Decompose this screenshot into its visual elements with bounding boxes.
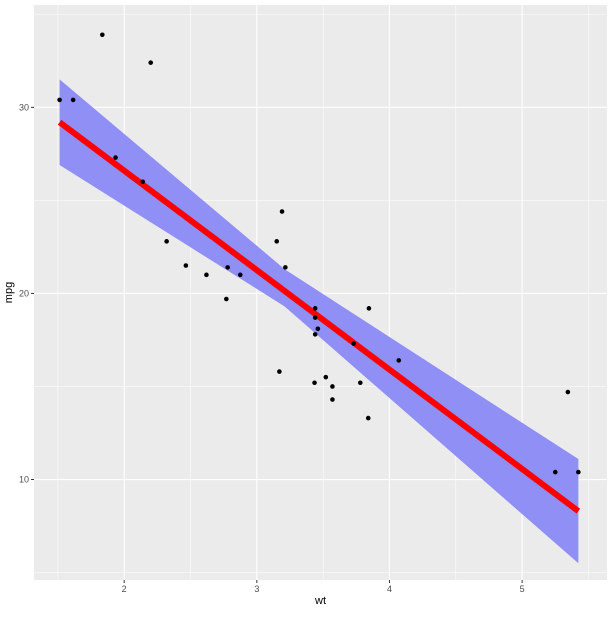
data-point (277, 369, 282, 374)
data-point (237, 272, 243, 278)
data-points (57, 32, 581, 475)
y-tick-label: 10 (19, 475, 29, 485)
data-point (283, 265, 288, 270)
data-point (330, 384, 335, 389)
x-tick-label: 4 (387, 584, 392, 594)
data-point (312, 380, 317, 386)
data-point (357, 380, 363, 386)
data-point (274, 239, 280, 244)
data-point (100, 32, 105, 38)
x-tick-label: 5 (520, 584, 525, 594)
data-point (576, 469, 581, 475)
data-point (315, 326, 321, 332)
x-tick-label: 2 (122, 584, 127, 594)
data-point (164, 239, 169, 244)
data-point (366, 306, 372, 311)
data-point (140, 179, 146, 185)
data-point (224, 296, 229, 302)
x-axis-title: wt (314, 595, 326, 607)
data-point (183, 263, 189, 268)
data-point (552, 469, 558, 475)
y-tick-label: 30 (19, 102, 29, 112)
data-point (204, 272, 209, 278)
data-point (351, 341, 356, 346)
y-axis-ticks: 10 20 30 (19, 102, 34, 485)
data-point (57, 97, 62, 103)
data-point (225, 265, 230, 270)
data-point (113, 155, 118, 160)
data-point (396, 358, 402, 363)
y-tick-label: 20 (19, 288, 29, 298)
data-point (565, 389, 571, 395)
data-point (312, 332, 318, 337)
data-point (148, 60, 154, 65)
regression-line (57, 119, 581, 514)
x-axis-ticks: 2 3 4 5 (122, 580, 525, 594)
data-point (330, 397, 335, 402)
data-point (279, 209, 285, 214)
data-point (312, 306, 318, 311)
y-axis-title: mpg (3, 282, 15, 303)
data-point (323, 374, 329, 380)
x-tick-label: 3 (254, 584, 259, 594)
data-point (312, 315, 318, 320)
data-point (70, 97, 76, 103)
data-point (365, 415, 371, 421)
confidence-band (59, 79, 579, 564)
